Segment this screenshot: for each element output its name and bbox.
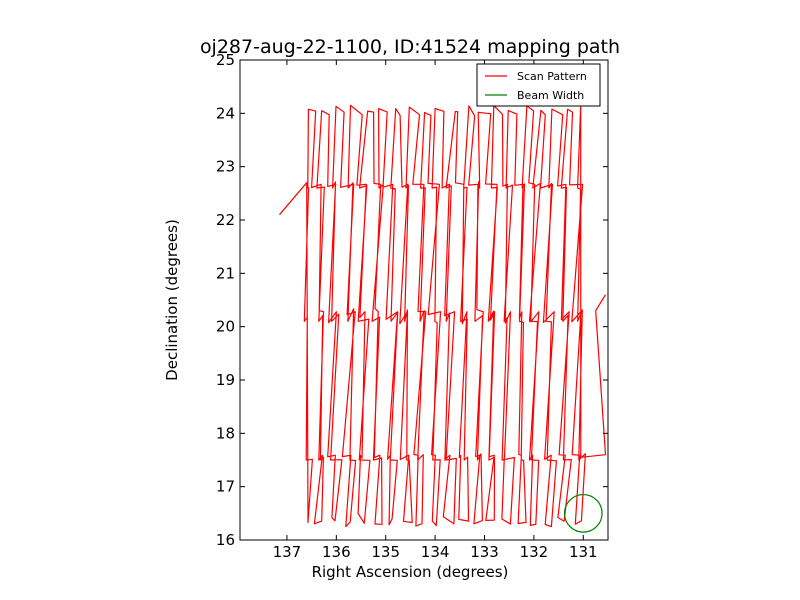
y-tick-label: 17 — [216, 478, 235, 496]
y-tick-label: 23 — [216, 158, 235, 176]
x-axis: 137 136 135 134 133 132 131 — [273, 60, 598, 561]
y-tick-label: 20 — [216, 318, 235, 336]
x-tick-label: 135 — [371, 543, 400, 561]
y-tick-label: 25 — [216, 51, 235, 69]
x-tick-label: 132 — [520, 543, 549, 561]
y-tick-label: 21 — [216, 264, 235, 282]
legend: Scan Pattern Beam Width — [476, 63, 601, 107]
y-tick-label: 19 — [216, 371, 235, 389]
plot-frame — [239, 59, 609, 541]
x-tick-label: 131 — [569, 543, 598, 561]
x-axis-label: Right Ascension (degrees) — [312, 563, 509, 581]
y-axis-label: Declination (degrees) — [163, 219, 181, 381]
x-tick-label: 133 — [470, 543, 499, 561]
y-tick-label: 16 — [216, 531, 235, 549]
y-axis: 16 17 18 19 20 21 22 23 24 25 — [216, 51, 608, 549]
x-tick-label: 134 — [421, 543, 450, 561]
beam-width-circle — [563, 493, 603, 533]
chart-title: oj287-aug-22-1100, ID:41524 mapping path — [200, 36, 620, 58]
y-tick-label: 22 — [216, 211, 235, 229]
legend-box — [476, 63, 601, 107]
y-tick-label: 24 — [216, 104, 235, 122]
x-tick-label: 136 — [322, 543, 351, 561]
legend-label-beam: Beam Width — [517, 89, 584, 102]
y-tick-label: 18 — [216, 424, 235, 442]
legend-label-scan: Scan Pattern — [517, 70, 587, 83]
x-tick-label: 137 — [273, 543, 302, 561]
scan-pattern-line — [279, 104, 607, 528]
plot-area — [239, 59, 609, 541]
